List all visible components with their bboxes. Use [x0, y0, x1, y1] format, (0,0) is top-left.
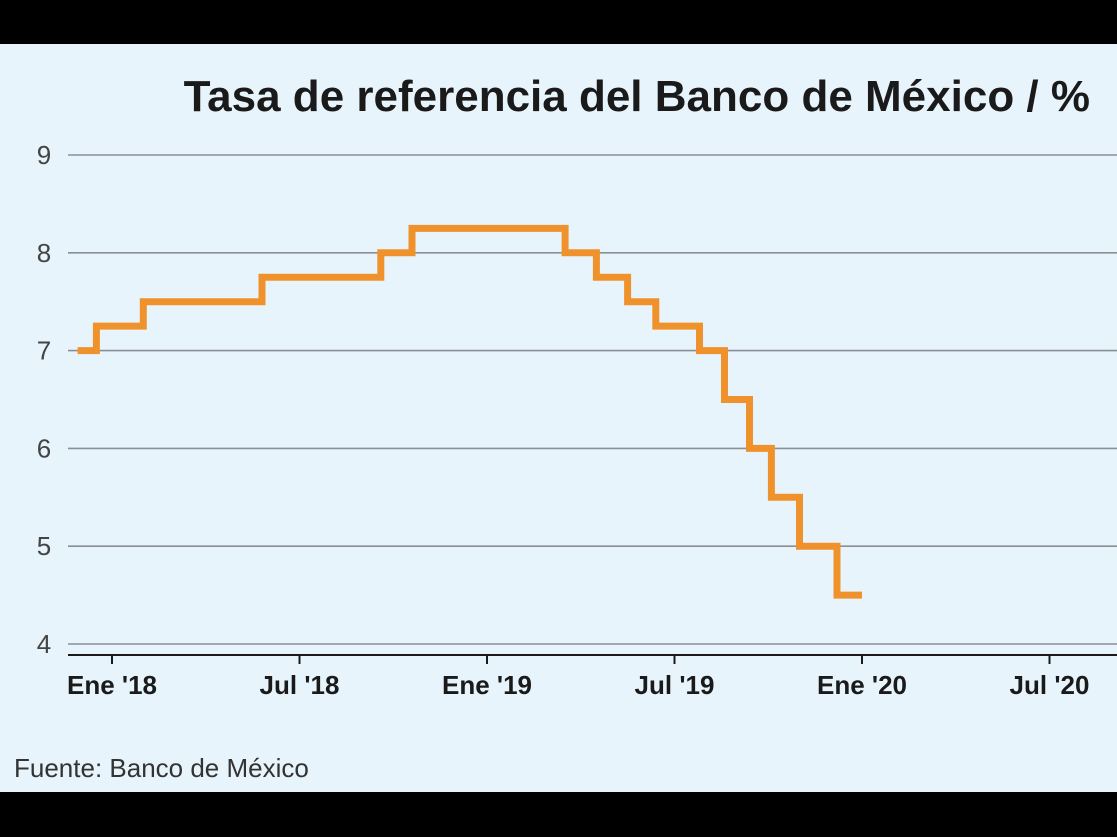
x-axis: Ene '18 Jul '18 Ene '19 Jul '19 Ene '20 Jul '… [67, 654, 1117, 700]
x-tick-label: Ene '18 [67, 670, 157, 700]
y-axis-ticks: 9 8 7 6 5 4 [37, 140, 51, 659]
y-tick-label: 6 [37, 433, 51, 463]
x-tick-label: Jul '20 [1010, 670, 1090, 700]
y-tick-label: 7 [37, 336, 51, 366]
chart-frame: Tasa de referencia del Banco de México /… [0, 44, 1117, 792]
y-tick-label: 8 [37, 238, 51, 268]
series-line-0 [77, 224, 862, 599]
y-tick-label: 4 [37, 629, 51, 659]
series-group [77, 224, 862, 599]
chart-title: Tasa de referencia del Banco de México /… [184, 72, 1090, 121]
chart-svg: Tasa de referencia del Banco de México /… [14, 72, 1117, 783]
y-tick-label: 5 [37, 531, 51, 561]
source-note: Fuente: Banco de México [14, 753, 309, 783]
x-tick-label: Ene '20 [817, 670, 907, 700]
x-tick-label: Jul '19 [635, 670, 715, 700]
x-tick-label: Ene '19 [442, 670, 532, 700]
gridlines [68, 154, 1117, 645]
x-tick-label: Jul '18 [260, 670, 340, 700]
y-tick-label: 9 [37, 140, 51, 170]
